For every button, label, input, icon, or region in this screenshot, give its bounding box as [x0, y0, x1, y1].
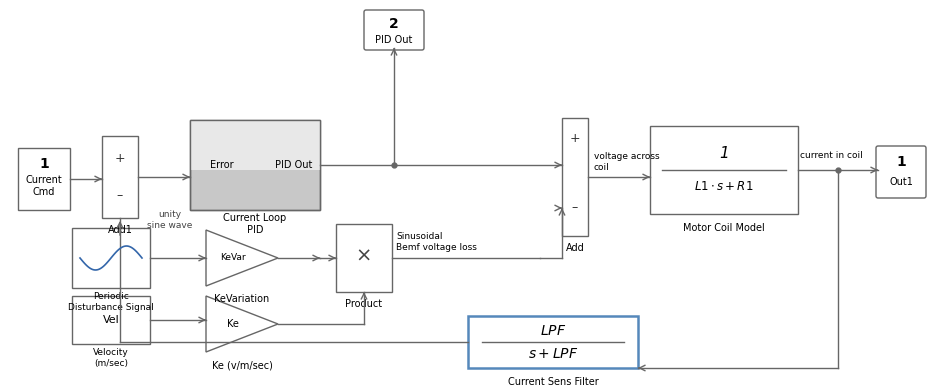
Text: 1: 1 — [719, 146, 729, 161]
FancyBboxPatch shape — [336, 224, 392, 292]
FancyBboxPatch shape — [102, 136, 138, 218]
Text: 1: 1 — [39, 157, 48, 171]
Text: PID Out: PID Out — [275, 160, 312, 170]
Text: 2: 2 — [390, 17, 399, 31]
Text: KeVar: KeVar — [220, 253, 246, 263]
FancyBboxPatch shape — [562, 118, 588, 236]
Text: Current Sens Filter: Current Sens Filter — [507, 377, 598, 385]
Text: –: – — [572, 201, 579, 214]
Text: $s + LPF$: $s + LPF$ — [528, 347, 579, 361]
Text: Periodic
Disturbance Signal: Periodic Disturbance Signal — [68, 292, 154, 312]
Text: Out1: Out1 — [889, 177, 913, 187]
Text: Product: Product — [346, 299, 383, 309]
Text: Sinusoidal
Bemf voltage loss: Sinusoidal Bemf voltage loss — [396, 232, 477, 252]
FancyBboxPatch shape — [190, 120, 320, 169]
Text: KeVariation: KeVariation — [215, 294, 270, 304]
FancyBboxPatch shape — [468, 316, 638, 368]
Text: Ke: Ke — [227, 319, 239, 329]
Text: Motor Coil Model: Motor Coil Model — [683, 223, 765, 233]
FancyBboxPatch shape — [72, 296, 150, 344]
Text: ×: × — [356, 246, 372, 266]
Text: Current Loop
PID: Current Loop PID — [223, 213, 287, 235]
Text: $L1 \cdot s + R1$: $L1 \cdot s + R1$ — [694, 181, 753, 194]
Text: +: + — [570, 132, 580, 144]
FancyBboxPatch shape — [190, 120, 320, 210]
Text: Vel: Vel — [103, 315, 120, 325]
FancyBboxPatch shape — [876, 146, 926, 198]
Text: $LPF$: $LPF$ — [540, 324, 566, 338]
FancyBboxPatch shape — [364, 10, 424, 50]
Text: Current
Cmd: Current Cmd — [26, 175, 63, 197]
FancyBboxPatch shape — [18, 148, 70, 210]
Text: Add: Add — [565, 243, 584, 253]
Text: 1: 1 — [896, 155, 906, 169]
Text: Velocity
(m/sec): Velocity (m/sec) — [93, 348, 129, 368]
Text: Error: Error — [210, 160, 234, 170]
Text: Add1: Add1 — [107, 225, 132, 235]
FancyBboxPatch shape — [650, 126, 798, 214]
Text: current in coil: current in coil — [800, 152, 863, 161]
Text: +: + — [115, 152, 125, 164]
Text: voltage across
coil: voltage across coil — [594, 152, 659, 172]
Text: unity
sine wave: unity sine wave — [147, 210, 193, 230]
Text: PID Out: PID Out — [375, 35, 412, 45]
Text: –: – — [117, 189, 124, 203]
Text: Ke (v/m/sec): Ke (v/m/sec) — [212, 360, 273, 370]
FancyBboxPatch shape — [72, 228, 150, 288]
